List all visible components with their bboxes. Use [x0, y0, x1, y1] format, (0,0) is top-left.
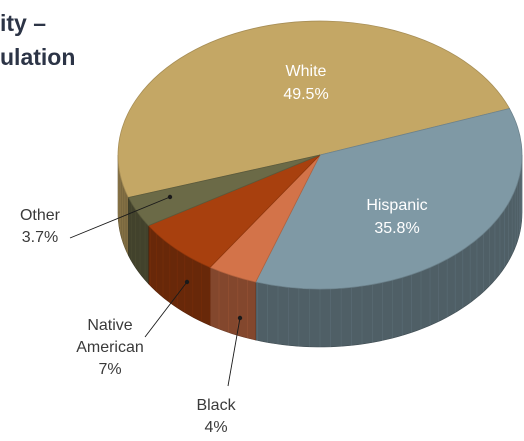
leader-dot-native-american	[185, 280, 189, 284]
slice-value-hispanic: 35.8%	[374, 220, 419, 237]
slice-label-native-american-1: Native	[87, 317, 132, 334]
slice-value-native-american: 7%	[98, 361, 121, 378]
slice-label-native-american-2: American	[76, 339, 144, 356]
leader-dot-other	[168, 195, 172, 199]
slice-label-other: Other	[20, 207, 61, 224]
slice-value-white: 49.5%	[283, 86, 328, 103]
slice-label-white: White	[286, 63, 327, 80]
slice-value-black: 4%	[204, 419, 227, 436]
slice-value-other: 3.7%	[22, 229, 58, 246]
pie-tops	[118, 21, 522, 289]
slice-label-black: Black	[196, 397, 236, 414]
slice-label-hispanic: Hispanic	[366, 197, 427, 214]
leader-dot-black	[238, 316, 242, 320]
